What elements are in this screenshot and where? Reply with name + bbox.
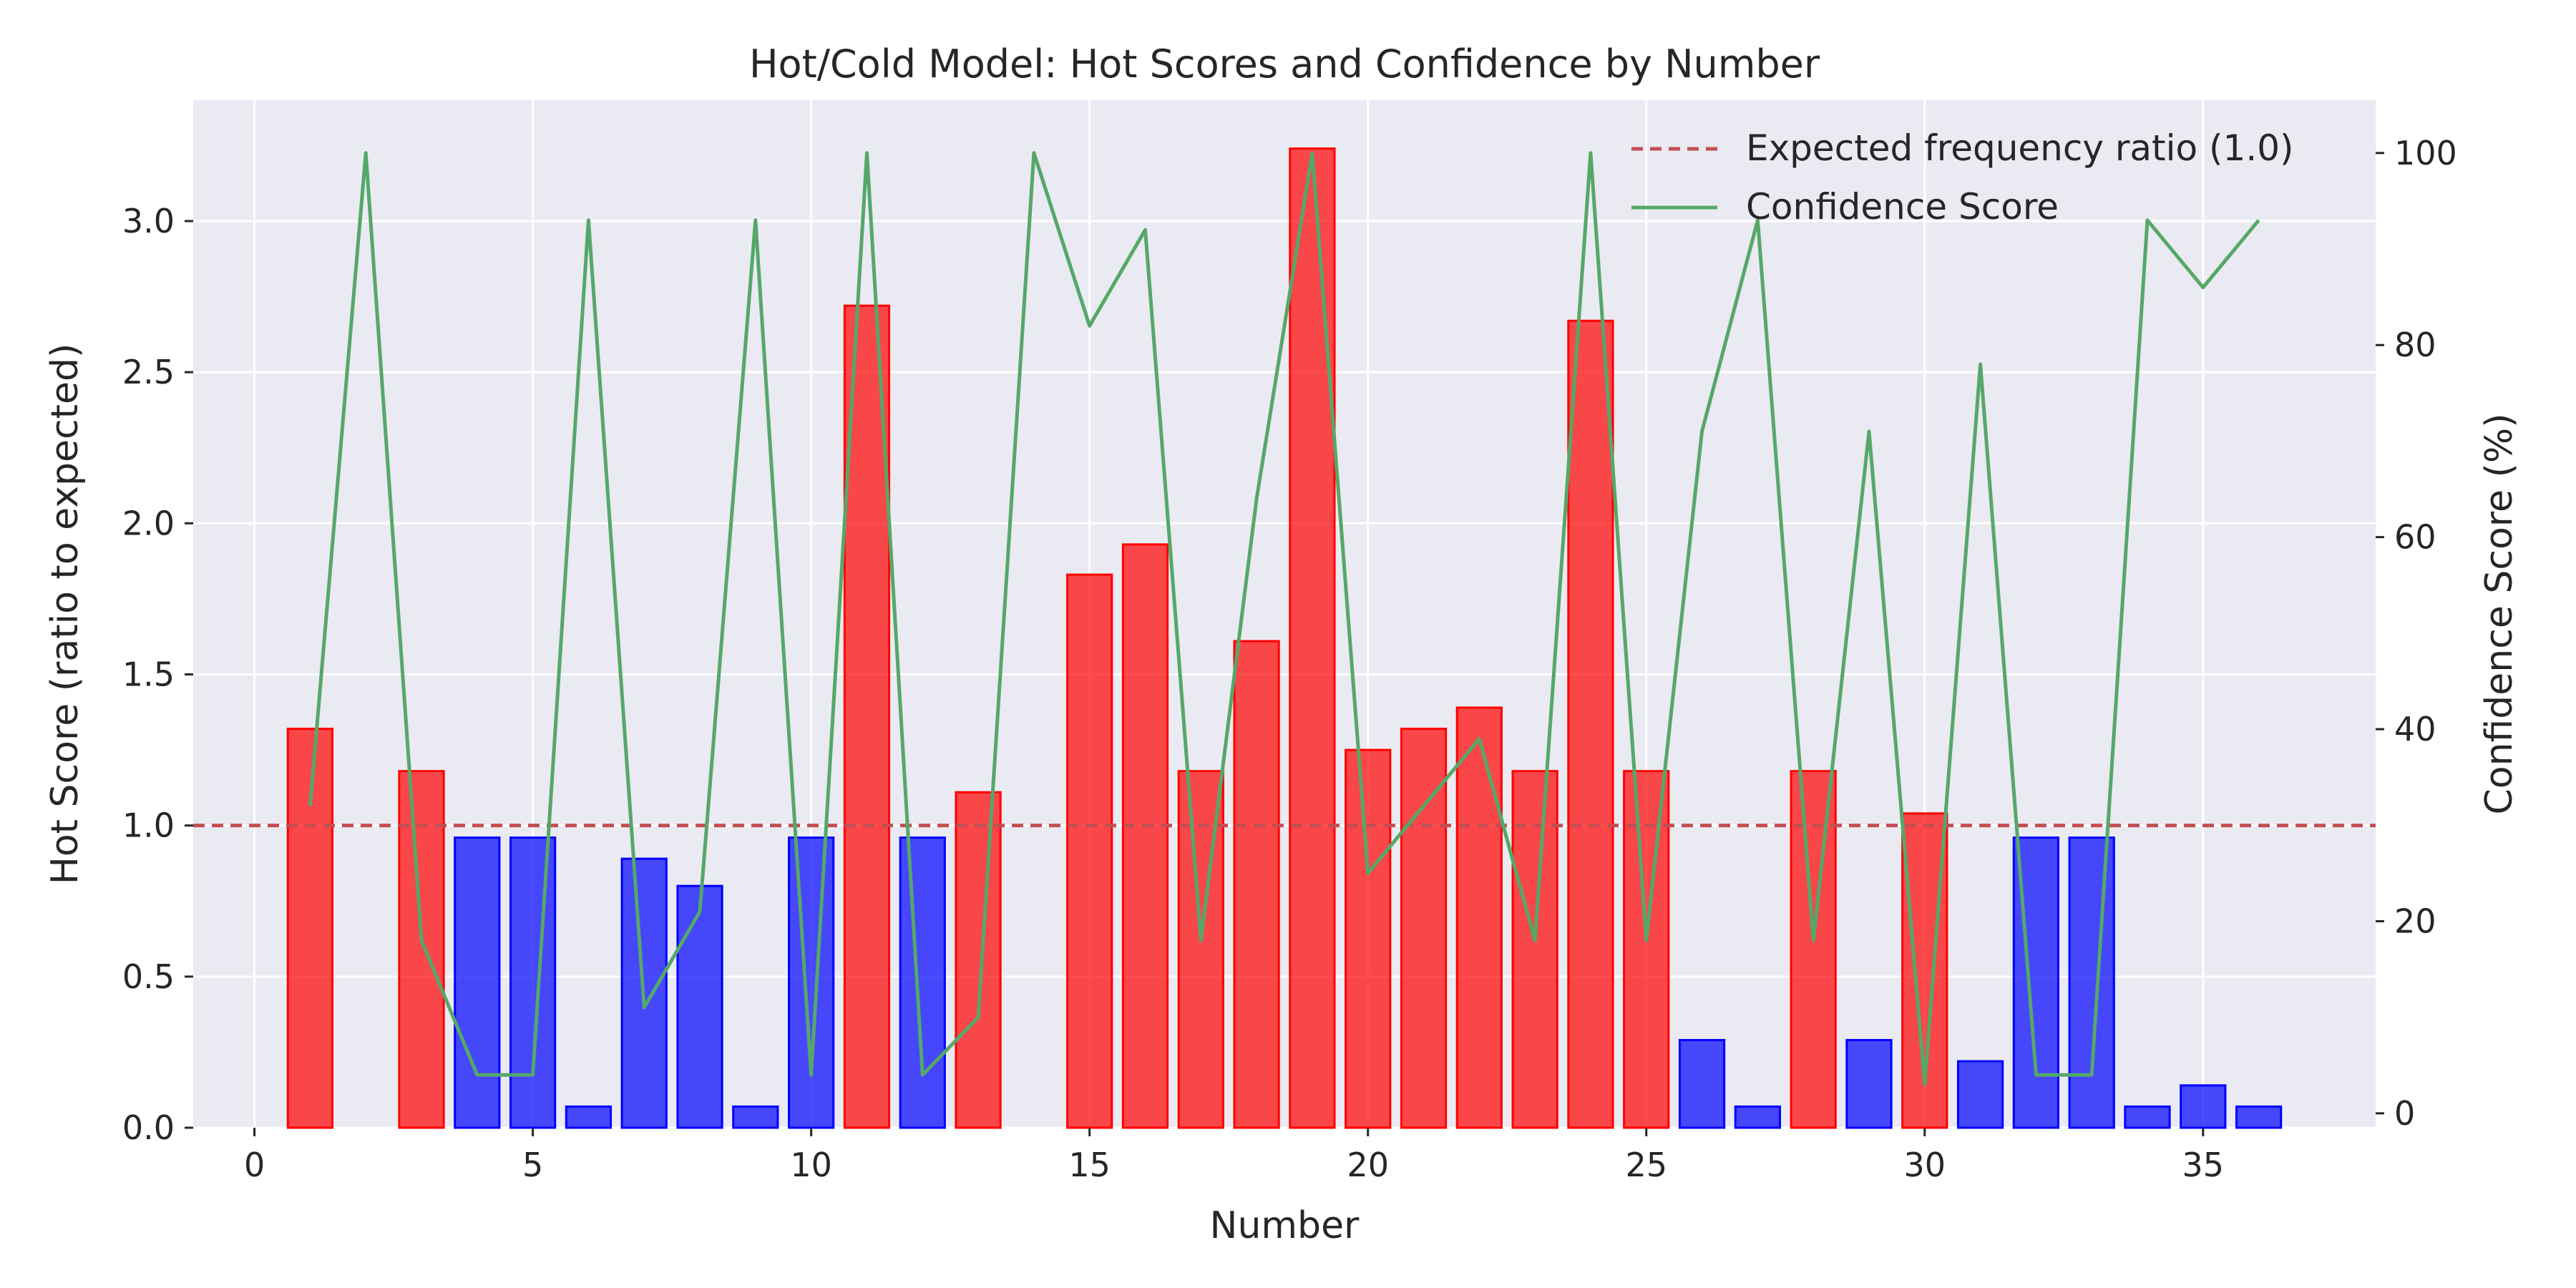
bar-13 xyxy=(955,791,1002,1129)
y-tick-label: 3.0 xyxy=(122,202,175,240)
bar-23 xyxy=(1511,770,1558,1129)
y-tick-label: 2.5 xyxy=(122,353,175,391)
bar-11 xyxy=(843,304,891,1129)
y2-tick-label: 0 xyxy=(2394,1094,2415,1133)
bar-9 xyxy=(732,1105,779,1129)
x-tick-label: 0 xyxy=(244,1146,265,1184)
bar-15 xyxy=(1066,573,1113,1129)
y2-tick-label: 40 xyxy=(2394,710,2436,748)
confidence-line-group xyxy=(308,151,2260,1087)
y-tick-label: 0.5 xyxy=(122,957,175,996)
grid-lines xyxy=(193,100,2376,1129)
x-tick-label: 20 xyxy=(1347,1146,1389,1184)
y-tick-labels: 0.0 0.5 1.0 1.5 2.0 2.5 3.0 xyxy=(122,202,193,1147)
bar-8 xyxy=(676,884,723,1129)
x-tick-label: 30 xyxy=(1903,1146,1946,1184)
y2-tick-label: 60 xyxy=(2394,518,2436,557)
bar-5 xyxy=(509,836,557,1129)
y2-tick-label: 100 xyxy=(2394,134,2457,172)
x-tick-label: 10 xyxy=(790,1146,832,1184)
bar-35 xyxy=(2180,1084,2227,1129)
bar-21 xyxy=(1400,727,1448,1129)
bar-33 xyxy=(2068,836,2115,1129)
bar-24 xyxy=(1567,319,1614,1129)
bar-22 xyxy=(1455,706,1503,1129)
x-tick-label: 15 xyxy=(1068,1146,1111,1184)
bar-29 xyxy=(1845,1039,1893,1129)
y2-tick-label: 80 xyxy=(2394,326,2436,364)
bar-26 xyxy=(1678,1039,1726,1129)
legend-confidence-label: Confidence Score xyxy=(1746,186,2059,228)
bar-36 xyxy=(2235,1105,2283,1129)
chart-title: Hot/Cold Model: Hot Scores and Confidenc… xyxy=(749,42,1820,87)
x-tick-label: 35 xyxy=(2182,1146,2225,1184)
y-axis-label: Hot Score (ratio to expected) xyxy=(44,343,87,885)
y-tick-label: 0.0 xyxy=(122,1108,175,1147)
bar-12 xyxy=(899,836,946,1129)
y-tick-label: 1.0 xyxy=(122,806,175,845)
bar-25 xyxy=(1623,770,1670,1129)
bar-18 xyxy=(1233,640,1280,1129)
y2-tick-label: 20 xyxy=(2394,902,2436,940)
y2-axis-label: Confidence Score (%) xyxy=(2478,413,2521,814)
bar-16 xyxy=(1121,543,1169,1129)
x-tick-label: 25 xyxy=(1625,1146,1667,1184)
plot-area xyxy=(193,100,2376,1128)
x-tick-labels: 0 5 10 15 20 25 30 35 xyxy=(244,1128,2224,1184)
y-tick-label: 2.0 xyxy=(122,504,175,542)
legend: Expected frequency ratio (1.0) Confidenc… xyxy=(1631,127,2294,228)
y-tick-label: 1.5 xyxy=(122,655,175,693)
bar-34 xyxy=(2124,1105,2171,1129)
y2-tick-labels: 0 20 40 60 80 100 xyxy=(2376,134,2457,1133)
bar-28 xyxy=(1790,770,1837,1129)
bar-6 xyxy=(565,1105,613,1129)
bar-3 xyxy=(398,770,445,1129)
bar-31 xyxy=(1956,1060,2004,1129)
bar-1 xyxy=(286,727,334,1129)
bar-19 xyxy=(1289,147,1336,1129)
bar-10 xyxy=(788,836,835,1129)
bar-series xyxy=(286,147,2283,1129)
bar-27 xyxy=(1734,1105,1781,1129)
bar-4 xyxy=(454,836,501,1129)
x-tick-label: 5 xyxy=(522,1146,543,1184)
x-axis-label: Number xyxy=(1210,1204,1360,1247)
confidence-line xyxy=(308,151,2260,1087)
legend-reference-line-label: Expected frequency ratio (1.0) xyxy=(1746,127,2294,169)
bar-20 xyxy=(1345,748,1392,1129)
